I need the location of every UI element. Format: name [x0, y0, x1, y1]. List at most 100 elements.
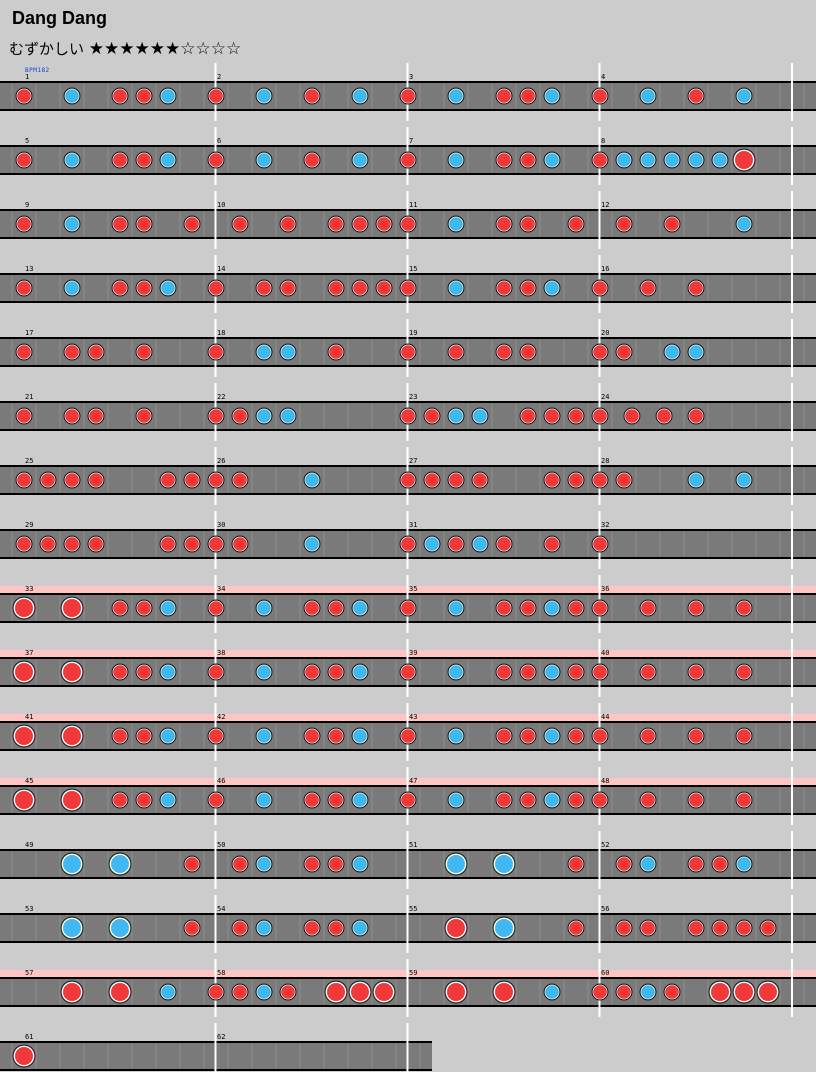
big-don-note: [351, 983, 369, 1001]
don-note: [569, 793, 583, 807]
ka-note: [545, 89, 559, 103]
big-don-note: [711, 983, 729, 1001]
don-note: [233, 473, 247, 487]
measure-number: 53: [25, 905, 33, 913]
don-note: [209, 793, 223, 807]
ka-note: [449, 89, 463, 103]
don-note: [521, 793, 535, 807]
ka-note: [257, 857, 271, 871]
measure-number: 10: [217, 201, 225, 209]
don-note: [161, 537, 175, 551]
don-note: [185, 857, 199, 871]
don-note: [617, 857, 631, 871]
don-note: [401, 89, 415, 103]
ka-note: [689, 345, 703, 359]
don-note: [233, 217, 247, 231]
ka-note: [449, 153, 463, 167]
don-note: [737, 921, 751, 935]
don-note: [713, 921, 727, 935]
difficulty-line: むずかしい ★★★★★★☆☆☆☆: [9, 38, 241, 59]
don-note: [137, 345, 151, 359]
big-don-note: [63, 983, 81, 1001]
don-note: [377, 217, 391, 231]
ka-note: [65, 281, 79, 295]
ka-note: [449, 217, 463, 231]
don-note: [233, 921, 247, 935]
big-don-note: [63, 791, 81, 809]
don-note: [569, 921, 583, 935]
big-don-note: [63, 599, 81, 617]
don-note: [89, 537, 103, 551]
measure-number: 41: [25, 713, 33, 721]
measure-number: 43: [409, 713, 417, 721]
don-note: [65, 345, 79, 359]
measure-number: 36: [601, 585, 609, 593]
big-don-note: [327, 983, 345, 1001]
measure-number: 25: [25, 457, 33, 465]
don-note: [401, 473, 415, 487]
don-note: [521, 601, 535, 615]
ka-note: [353, 153, 367, 167]
don-note: [17, 89, 31, 103]
big-ka-note: [63, 855, 81, 873]
don-note: [329, 857, 343, 871]
don-note: [65, 409, 79, 423]
don-note: [497, 601, 511, 615]
don-note: [113, 601, 127, 615]
measure-number: 49: [25, 841, 33, 849]
don-note: [625, 409, 639, 423]
measure-number: 12: [601, 201, 609, 209]
measure-number: 13: [25, 265, 33, 273]
don-note: [545, 537, 559, 551]
don-note: [521, 89, 535, 103]
don-note: [497, 537, 511, 551]
measure-number: 6: [217, 137, 221, 145]
big-don-note: [759, 983, 777, 1001]
don-note: [401, 281, 415, 295]
don-note: [209, 985, 223, 999]
ka-note: [665, 345, 679, 359]
don-note: [593, 473, 607, 487]
ka-note: [353, 793, 367, 807]
ka-note: [737, 473, 751, 487]
ka-note: [425, 537, 439, 551]
don-note: [209, 345, 223, 359]
measure-number: 27: [409, 457, 417, 465]
measure-number: 52: [601, 841, 609, 849]
don-note: [209, 665, 223, 679]
measure-number: 58: [217, 969, 225, 977]
don-note: [497, 89, 511, 103]
big-don-note: [15, 599, 33, 617]
bpm-label: BPM182: [25, 67, 50, 74]
ka-note: [545, 153, 559, 167]
measure-number: 62: [217, 1033, 225, 1041]
ka-note: [689, 153, 703, 167]
measure-number: 48: [601, 777, 609, 785]
measure-number: 46: [217, 777, 225, 785]
measure-number: 24: [601, 393, 609, 401]
measure-number: 11: [409, 201, 417, 209]
don-note: [641, 729, 655, 743]
don-note: [425, 409, 439, 423]
don-note: [593, 729, 607, 743]
big-ka-note: [111, 855, 129, 873]
ka-note: [305, 473, 319, 487]
ka-note: [449, 601, 463, 615]
don-note: [137, 217, 151, 231]
measure-number: 32: [601, 521, 609, 529]
ka-note: [617, 153, 631, 167]
measure-number: 20: [601, 329, 609, 337]
don-note: [209, 601, 223, 615]
measure-number: 1: [25, 73, 29, 81]
ka-note: [161, 153, 175, 167]
measure-number: 47: [409, 777, 417, 785]
ka-note: [161, 89, 175, 103]
measure-number: 54: [217, 905, 225, 913]
don-note: [617, 217, 631, 231]
ka-note: [161, 281, 175, 295]
don-note: [641, 921, 655, 935]
don-note: [281, 217, 295, 231]
ka-note: [353, 921, 367, 935]
don-note: [593, 345, 607, 359]
